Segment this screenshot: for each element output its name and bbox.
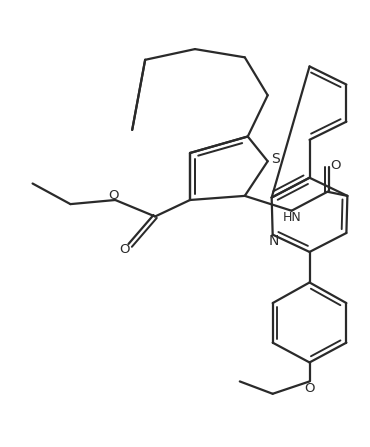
Text: HN: HN [283, 211, 302, 224]
Text: O: O [120, 243, 130, 256]
Text: O: O [108, 189, 119, 202]
Text: S: S [271, 152, 279, 166]
Text: O: O [330, 159, 341, 172]
Text: N: N [269, 234, 279, 248]
Text: O: O [304, 382, 315, 395]
